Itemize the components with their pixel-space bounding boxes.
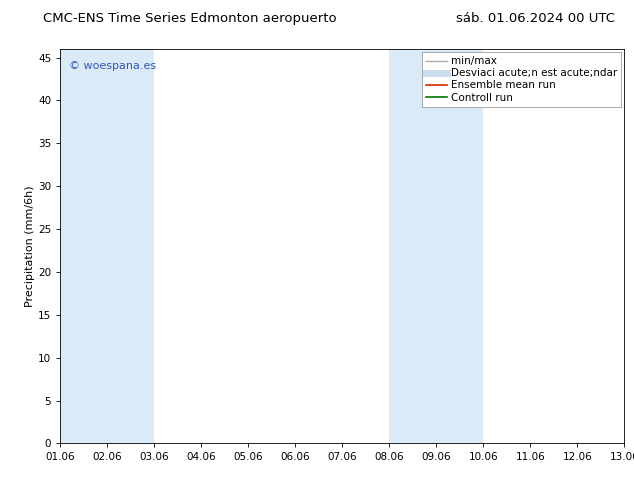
Text: CMC-ENS Time Series Edmonton aeropuerto: CMC-ENS Time Series Edmonton aeropuerto: [43, 12, 337, 25]
Text: © woespana.es: © woespana.es: [68, 61, 156, 71]
Bar: [389, 49, 483, 443]
Y-axis label: Precipitation (mm/6h): Precipitation (mm/6h): [25, 185, 35, 307]
Legend: min/max, Desviaci acute;n est acute;ndar, Ensemble mean run, Controll run: min/max, Desviaci acute;n est acute;ndar…: [422, 52, 621, 107]
Text: sáb. 01.06.2024 00 UTC: sáb. 01.06.2024 00 UTC: [456, 12, 616, 25]
Bar: [60, 49, 154, 443]
